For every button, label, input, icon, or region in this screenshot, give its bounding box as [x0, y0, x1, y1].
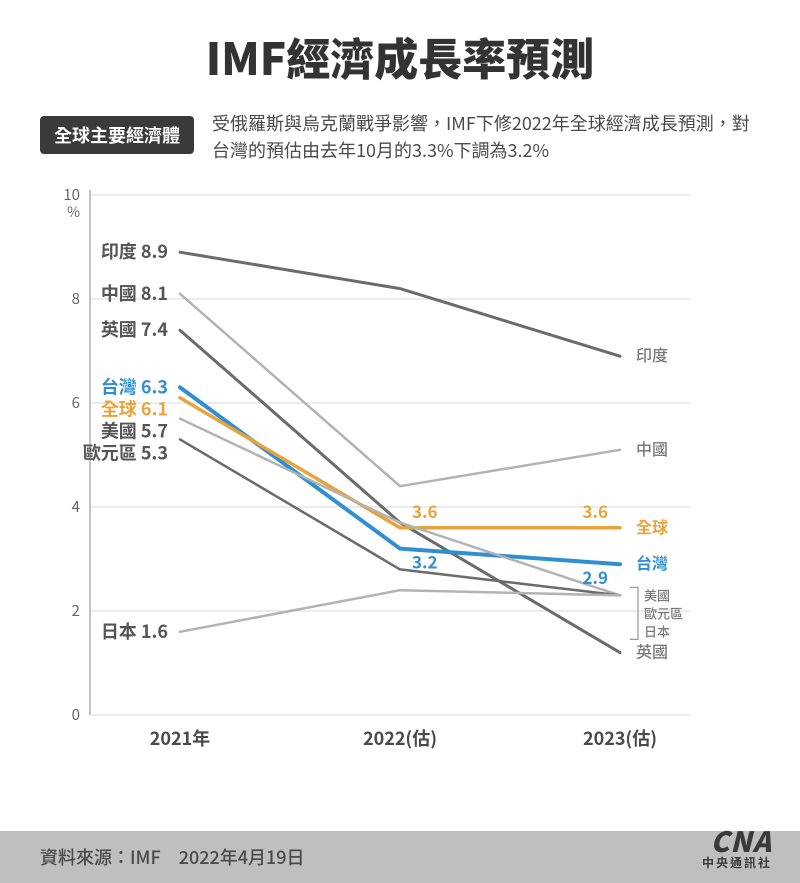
left-label-印度: 印度 8.9	[101, 238, 168, 264]
svg-text:0: 0	[72, 704, 80, 725]
logo-text-small: 中央通訊社	[702, 854, 772, 871]
series-line-印度	[180, 252, 620, 356]
footer-bar: 資料來源：IMF 2022年4月19日	[0, 831, 800, 883]
value-label: 3.2	[412, 549, 438, 574]
svg-text:2: 2	[72, 600, 80, 621]
left-label-中國: 中國 8.1	[101, 280, 168, 306]
series-line-歐元區	[180, 439, 620, 595]
category-pill: 全球主要經濟體	[40, 116, 194, 154]
svg-text:8: 8	[72, 288, 80, 309]
right-label-印度: 印度	[636, 342, 668, 366]
line-chart: 0246810%2021年2022(估)2023(估)印度 8.9中國 8.1英…	[40, 185, 760, 765]
subtitle-text: 受俄羅斯與烏克蘭戰爭影響，IMF下修2022年全球經濟成長預測，對台灣的預估由去…	[212, 110, 760, 164]
svg-text:4: 4	[72, 496, 80, 517]
series-line-中國	[180, 294, 620, 486]
value-label: 3.6	[582, 498, 608, 523]
right-label-美國: 美國	[644, 585, 670, 604]
right-label-英國: 英國	[636, 639, 668, 663]
left-label-歐元區: 歐元區 5.3	[83, 439, 168, 465]
left-label-日本: 日本 1.6	[101, 618, 168, 644]
publisher-logo: CNA 中央通訊社	[702, 829, 772, 871]
series-line-全球	[180, 398, 620, 528]
right-label-歐元區: 歐元區	[644, 603, 683, 622]
right-label-日本: 日本	[644, 621, 670, 640]
svg-text:%: %	[67, 202, 80, 222]
value-label: 2.9	[582, 564, 608, 589]
svg-text:6: 6	[72, 392, 80, 413]
logo-text-big: CNA	[702, 829, 772, 854]
page-title: IMF經濟成長率預測	[0, 0, 800, 88]
chart-svg: 0246810%2021年2022(估)2023(估)印度 8.9中國 8.1英…	[40, 185, 760, 765]
series-line-台灣	[180, 387, 620, 564]
value-label: 3.6	[412, 498, 438, 523]
left-label-英國: 英國 7.4	[101, 316, 169, 342]
svg-text:2022(估): 2022(估)	[363, 725, 437, 751]
header-row: 全球主要經濟體 受俄羅斯與烏克蘭戰爭影響，IMF下修2022年全球經濟成長預測，…	[0, 110, 800, 164]
series-line-英國	[180, 330, 620, 652]
right-label-中國: 中國	[636, 436, 668, 460]
right-label-台灣: 台灣	[636, 550, 668, 574]
svg-text:2021年: 2021年	[150, 725, 210, 751]
svg-text:2023(估): 2023(估)	[583, 725, 657, 751]
source-text: 資料來源：IMF 2022年4月19日	[40, 844, 305, 870]
right-label-全球: 全球	[636, 514, 668, 538]
